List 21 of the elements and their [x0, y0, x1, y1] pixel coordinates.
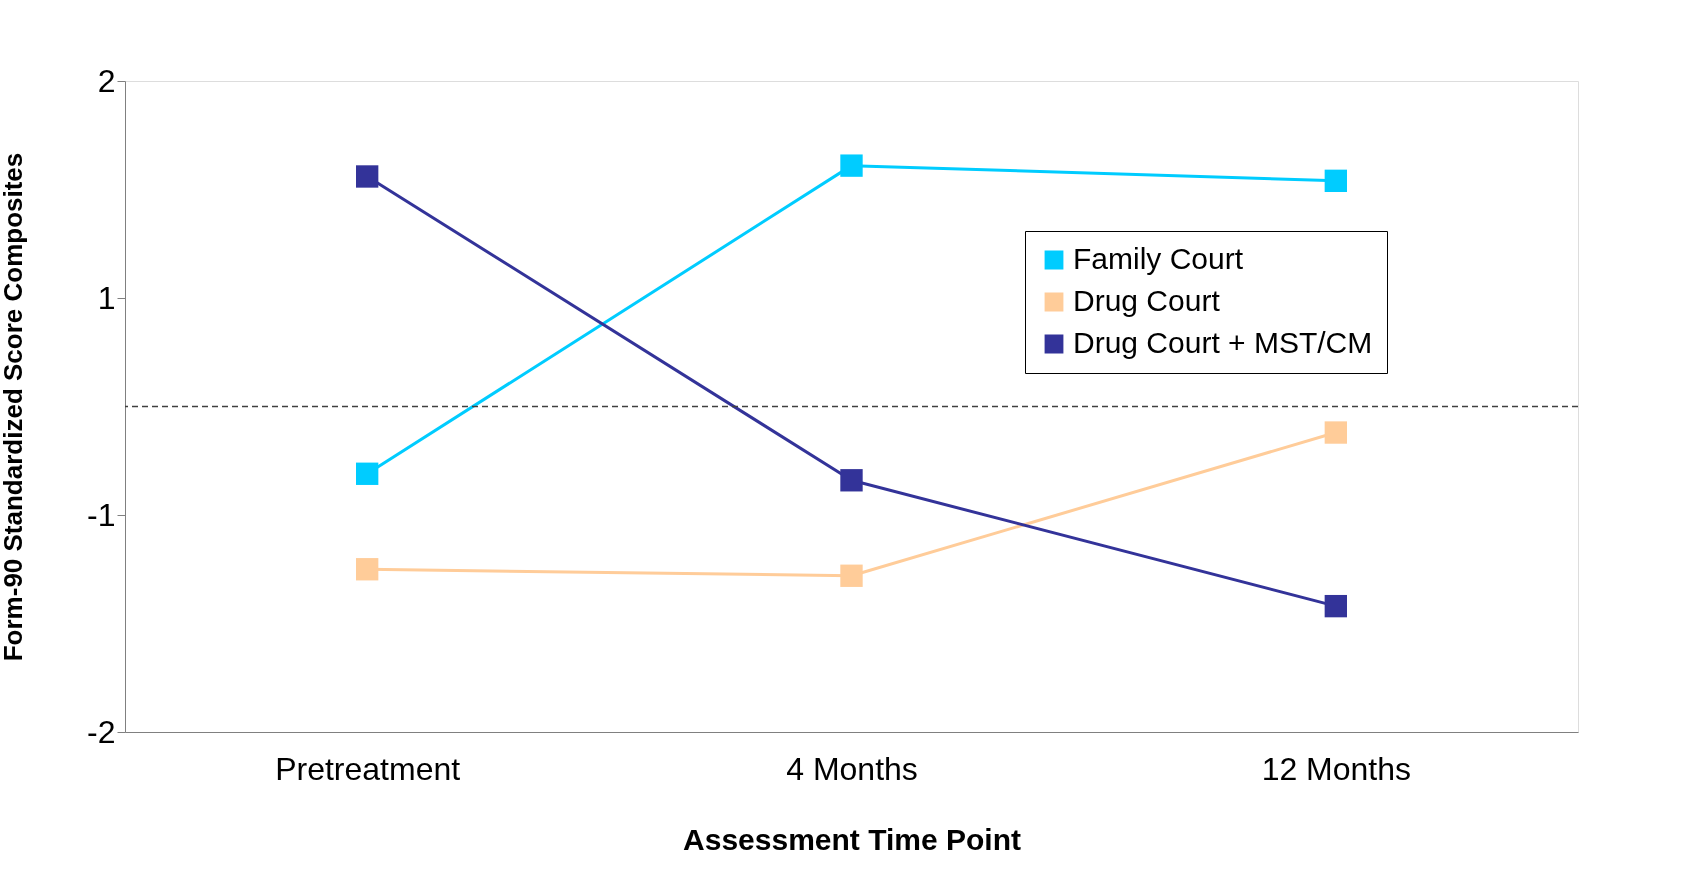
point [355, 165, 379, 188]
point [840, 469, 863, 492]
y-tick-label: -2 [87, 713, 116, 750]
legend-label: Drug Court [1073, 284, 1221, 317]
x-tick-label: Pretreatment [275, 750, 461, 787]
point [840, 154, 863, 177]
legend-label: Family Court [1073, 242, 1244, 275]
x-tick-label: 4 Months [786, 750, 918, 787]
y-axis-title: Form-90 Standardized Score Composites [0, 152, 29, 662]
point [355, 462, 379, 485]
point [1324, 169, 1348, 192]
point [1324, 594, 1348, 618]
point [355, 558, 379, 581]
point [1324, 421, 1348, 444]
y-tick-label: 2 [97, 62, 116, 99]
point [840, 564, 863, 587]
y-tick-label: -1 [87, 496, 116, 533]
x-axis-title: Assessment Time Point [683, 822, 1021, 856]
legend-label: Drug Court + MST/CM [1073, 326, 1373, 359]
y-tick-label: 1 [97, 279, 116, 316]
x-tick-label: 12 Months [1261, 750, 1412, 787]
